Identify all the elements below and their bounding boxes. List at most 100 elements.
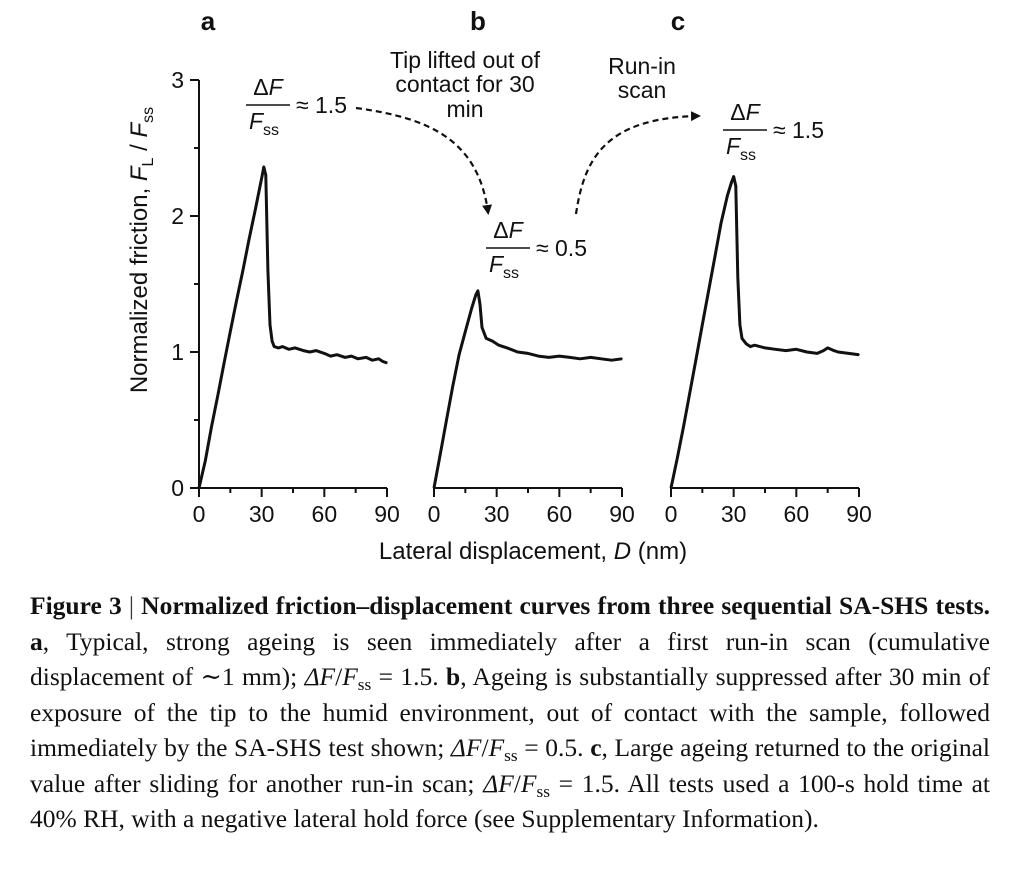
x-tick-label: 60 xyxy=(547,501,573,527)
data-point-a xyxy=(198,487,200,489)
caption-ratio-slash: / xyxy=(513,768,521,798)
data-point-a xyxy=(302,349,305,352)
data-point-b xyxy=(600,358,602,360)
caption-tail: All tests used a 100-s hold time at 40% … xyxy=(30,768,990,834)
annotation-denominator: Fss xyxy=(726,133,756,164)
arrow-label-run-in: Run-in xyxy=(608,53,676,79)
x-tick-label: 90 xyxy=(846,501,872,527)
caption-ratio-den: F xyxy=(520,768,537,798)
data-point-a xyxy=(308,351,311,353)
data-point-c xyxy=(774,348,777,351)
series-line-c xyxy=(669,175,860,489)
data-point-b xyxy=(479,303,481,306)
data-point-b xyxy=(579,358,581,360)
data-point-a xyxy=(254,208,257,210)
data-point-c xyxy=(847,352,850,355)
data-point-a xyxy=(210,426,213,428)
annotation-a: ΔF Fss ≈ 1.5 xyxy=(246,74,347,139)
data-point-a xyxy=(263,166,265,168)
data-point-c xyxy=(707,290,710,292)
y-tick-label: 0 xyxy=(171,475,184,501)
data-point-b xyxy=(506,347,508,349)
y-tick-label: 1 xyxy=(171,339,184,365)
data-point-b xyxy=(452,385,454,387)
series-line-a xyxy=(197,165,388,489)
data-point-c xyxy=(764,347,766,349)
data-point-c xyxy=(795,348,798,351)
data-point-c xyxy=(726,194,729,197)
data-point-b xyxy=(475,294,477,296)
annotation-numerator: ΔF xyxy=(253,74,284,100)
data-point-c xyxy=(822,349,825,352)
caption-ratio-num: ΔF xyxy=(450,733,482,762)
data-point-c xyxy=(833,349,835,352)
data-point-c xyxy=(682,426,685,428)
annotation-approx-value: ≈ 1.5 xyxy=(773,117,824,143)
x-tick-label: 90 xyxy=(609,501,635,527)
arrow-label-run-in: scan xyxy=(618,77,667,103)
caption-b-label: b xyxy=(446,662,461,691)
caption-c-text: , Large ageing returned to the original … xyxy=(30,733,990,798)
data-point-c xyxy=(739,324,741,326)
data-point-a xyxy=(357,358,359,360)
data-point-a xyxy=(229,330,232,333)
data-point-c xyxy=(737,276,739,279)
data-point-c xyxy=(701,324,704,326)
data-point-a xyxy=(260,177,263,179)
arrow-label-tip-lifted: Tip lifted out of xyxy=(390,47,541,73)
annotation-approx-value: ≈ 0.5 xyxy=(536,235,587,261)
caption-title: Normalized friction–displacement curves … xyxy=(141,591,991,620)
data-point-a xyxy=(273,345,276,348)
annotation-denominator: Fss xyxy=(249,108,279,139)
data-point-a xyxy=(344,356,347,359)
series-line-b xyxy=(432,289,623,489)
data-point-c xyxy=(749,345,752,348)
data-point-b xyxy=(548,356,550,359)
data-point-a xyxy=(267,269,269,272)
panel-label-a: a xyxy=(201,6,216,36)
data-point-b xyxy=(589,356,592,359)
data-point-a xyxy=(242,269,244,272)
data-point-a xyxy=(265,174,267,176)
x-tick-label: 60 xyxy=(784,501,810,527)
data-point-a xyxy=(288,348,290,351)
data-point-c xyxy=(745,343,747,345)
data-point-c xyxy=(695,358,697,360)
x-tick-label: 0 xyxy=(428,501,441,527)
y-tick-label: 2 xyxy=(171,203,184,229)
caption-ratio-den: F xyxy=(488,733,505,762)
caption-a-text: , Typical, strong ageing is seen immedia… xyxy=(30,626,990,692)
data-point-a xyxy=(269,324,271,326)
data-point-c xyxy=(670,487,672,489)
data-point-b xyxy=(481,326,483,329)
data-point-b xyxy=(621,358,623,360)
data-point-b xyxy=(470,307,473,310)
data-point-c xyxy=(735,185,737,187)
data-point-a xyxy=(235,299,238,302)
caption-ratio-num: ΔF xyxy=(483,768,514,798)
x-axis-label: Lateral displacement, D (nm) xyxy=(379,538,687,565)
data-point-c xyxy=(689,392,691,394)
caption-b-value: = 0.5. xyxy=(517,733,591,762)
annotation-c: ΔF Fss ≈ 1.5 xyxy=(723,99,824,164)
caption-ratio-sub: ss xyxy=(504,746,518,766)
data-point-c xyxy=(732,175,735,178)
data-point-a xyxy=(315,349,317,352)
panel-label-b: b xyxy=(470,6,486,36)
data-point-b xyxy=(558,355,561,357)
data-point-c xyxy=(730,181,733,183)
data-point-c xyxy=(816,352,818,355)
data-point-b xyxy=(439,453,442,455)
y-tick-label: 3 xyxy=(171,67,184,93)
data-point-b xyxy=(445,419,448,421)
arrow-run-in-scan xyxy=(574,111,701,215)
data-point-a xyxy=(271,340,273,342)
annotation-b: ΔF Fss ≈ 0.5 xyxy=(486,217,587,282)
data-point-c xyxy=(806,351,808,353)
data-point-a xyxy=(350,355,353,357)
data-point-c xyxy=(826,347,829,349)
data-point-b xyxy=(610,359,613,362)
x-tick-label: 30 xyxy=(484,501,510,527)
data-point-a xyxy=(323,352,326,355)
annotation-denominator: Fss xyxy=(489,251,519,282)
